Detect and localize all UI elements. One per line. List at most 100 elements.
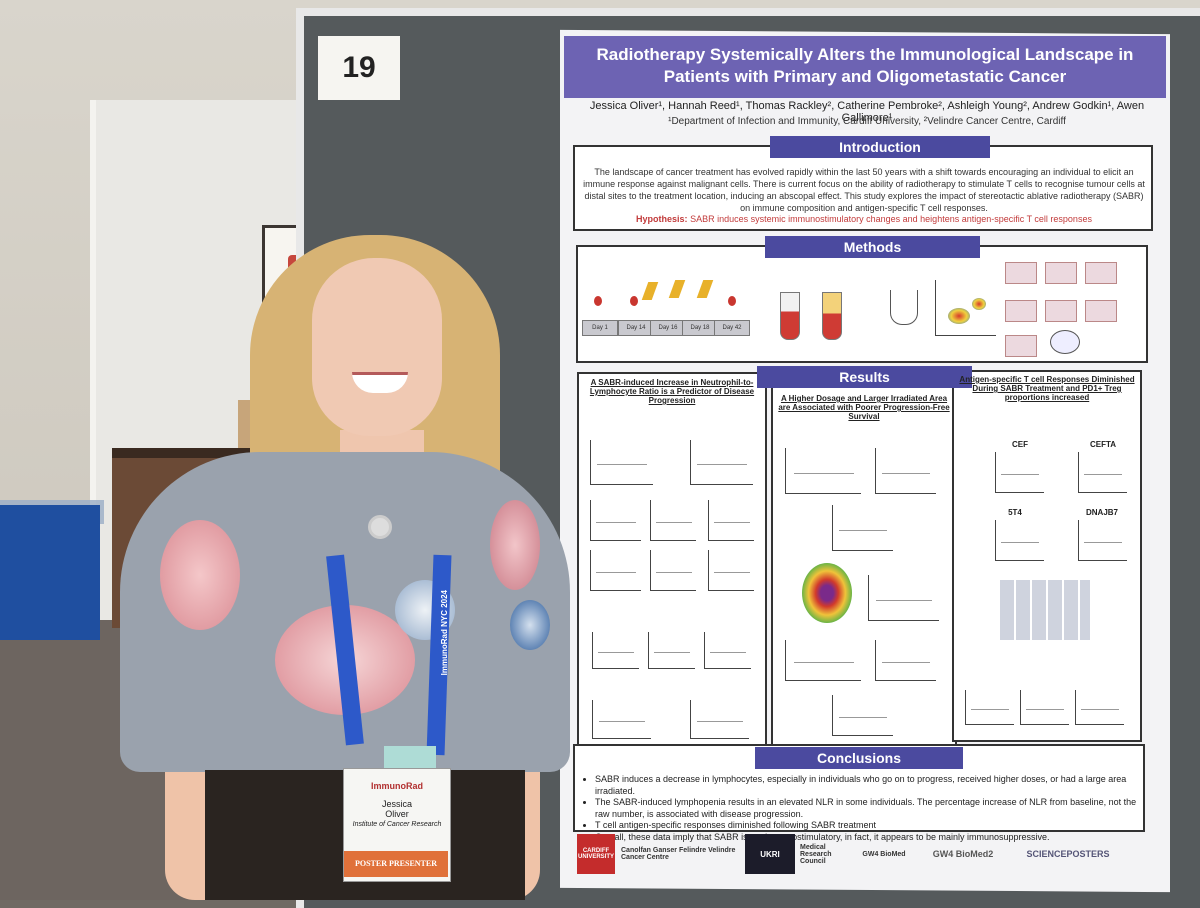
lanyard-text: ImmunoRad NYC 2024 [440,590,449,676]
ukri-logo: UKRI [745,834,795,874]
timeline-day: Day 18 [682,320,718,336]
results-plot [590,500,641,541]
results-plot [875,640,936,681]
recycling-bin [0,505,100,640]
method-thumbnail [1085,300,1117,322]
survival-curve [592,700,651,739]
results-plot [650,550,696,591]
panel-label: CEFTA [1089,440,1117,449]
gw4-biomed-logo: GW4 BioMed [862,850,906,858]
elispot-plot [995,520,1044,561]
board-number: 19 [318,36,400,100]
results-plot [708,550,754,591]
survival-curve [592,632,639,669]
poster-presenter-ribbon: POSTER PRESENTER [344,851,448,877]
introduction-text: The landscape of cancer treatment has ev… [583,167,1145,213]
hypothesis-label: Hypothesis: [636,214,688,224]
poster-authors: Jessica Oliver¹, Hannah Reed¹, Thomas Ra… [589,100,1145,124]
badge-name: Jessica Oliver [344,799,450,819]
flower-print [160,520,240,630]
conclusions-heading: Conclusions [755,747,963,769]
velindre-logo: Canolfan Ganser Felindre Velindre Cancer… [621,847,736,861]
results-column-2 [771,385,957,755]
flower-print [490,500,540,590]
timeline-day: Day 14 [618,320,654,336]
results-col1-title: A SABR-induced Increase in Neutrophil-to… [589,378,755,405]
survival-curve [832,695,893,736]
elispot-plot [1078,452,1127,493]
mrc-logo: Medical Research Council [800,843,832,865]
badge-logo: ImmunoRad [370,781,423,791]
face [312,258,442,436]
flow-cytometry-plot [935,280,996,336]
conclusion-item: SABR induces a decrease in lymphocytes, … [595,774,1151,797]
conclusion-item: The SABR-induced lymphopenia results in … [595,797,1151,820]
funnel-icon [890,290,918,325]
flow-population [972,298,986,310]
scatter-plot [868,575,939,621]
treg-plot [1020,690,1069,725]
results-plot [785,640,861,681]
separated-tube-icon [822,292,842,340]
timeline-day: Day 16 [650,320,686,336]
poster-title: Radiotherapy Systemically Alters the Imm… [564,36,1166,98]
timeline-day: Day 42 [714,320,750,336]
blood-tube-icon [780,292,800,340]
results-plot [708,500,754,541]
flower-print [510,600,550,650]
badge-organization: Institute of Cancer Research [352,821,442,828]
results-plot [875,448,936,494]
blood-drop-icon [630,296,638,306]
gw4-biomed2-logo: GW4 BioMed2 [932,849,994,859]
dose-target-icon [802,563,852,623]
method-thumbnail [1005,262,1037,284]
badge-first-name: Jessica [381,799,412,809]
scienceposters-logo: SCIENCEPOSTERS [1026,849,1110,859]
name-badge: ImmunoRad Jessica Oliver Institute of Ca… [343,768,451,882]
introduction-heading: Introduction [770,136,990,158]
results-plot [650,500,696,541]
conclusion-item: Overall, these data imply that SABR is n… [595,832,1151,844]
method-thumbnail [1085,262,1117,284]
elispot-plot [1078,520,1127,561]
smile [352,372,408,393]
sponsor-logos: CARDIFF UNIVERSITY Canolfan Ganser Felin… [575,834,1135,880]
results-heading: Results [757,366,972,388]
results-plot [590,550,641,591]
results-plot [785,448,861,494]
necklace-pendant [368,515,392,539]
blood-drop-icon [728,296,736,306]
badge-last-name: Oliver [385,809,409,819]
panel-label: DNAJB7 [1085,508,1118,517]
hypothesis: Hypothesis: SABR induces systemic immuno… [582,214,1146,224]
flow-population [948,308,970,324]
panel-label: 5T4 [1008,508,1022,517]
hypothesis-text: SABR induces systemic immunostimulatory … [690,214,1092,224]
survival-curve [832,505,893,551]
treg-plot [1075,690,1124,725]
elispot-plot [995,452,1044,493]
blood-drop-icon [594,296,602,306]
results-col2-title: A Higher Dosage and Larger Irradiated Ar… [778,394,950,421]
survival-curve [704,632,751,669]
method-thumbnail [1005,300,1037,322]
conclusions-list: SABR induces a decrease in lymphocytes, … [583,774,1151,843]
poster-affiliations: ¹Department of Infection and Immunity, C… [668,116,1066,127]
methods-heading: Methods [765,236,980,258]
conclusion-item: T cell antigen-specific responses dimini… [595,820,1151,832]
method-thumbnail [1005,335,1037,357]
treg-plot [965,690,1014,725]
badge-clip [384,746,436,768]
panel-label: CEF [1012,440,1028,449]
results-col3-title: Antigen-specific T cell Responses Dimini… [959,375,1135,402]
results-plot [690,440,753,485]
timeline-day: Day 1 [582,320,618,336]
dish-icon [1050,330,1080,354]
cardiff-logo: CARDIFF UNIVERSITY [577,834,615,874]
method-thumbnail [1045,300,1077,322]
survival-curve [648,632,695,669]
elispot-wells [1000,580,1090,640]
results-plot [590,440,653,485]
method-thumbnail [1045,262,1077,284]
survival-curve [690,700,749,739]
